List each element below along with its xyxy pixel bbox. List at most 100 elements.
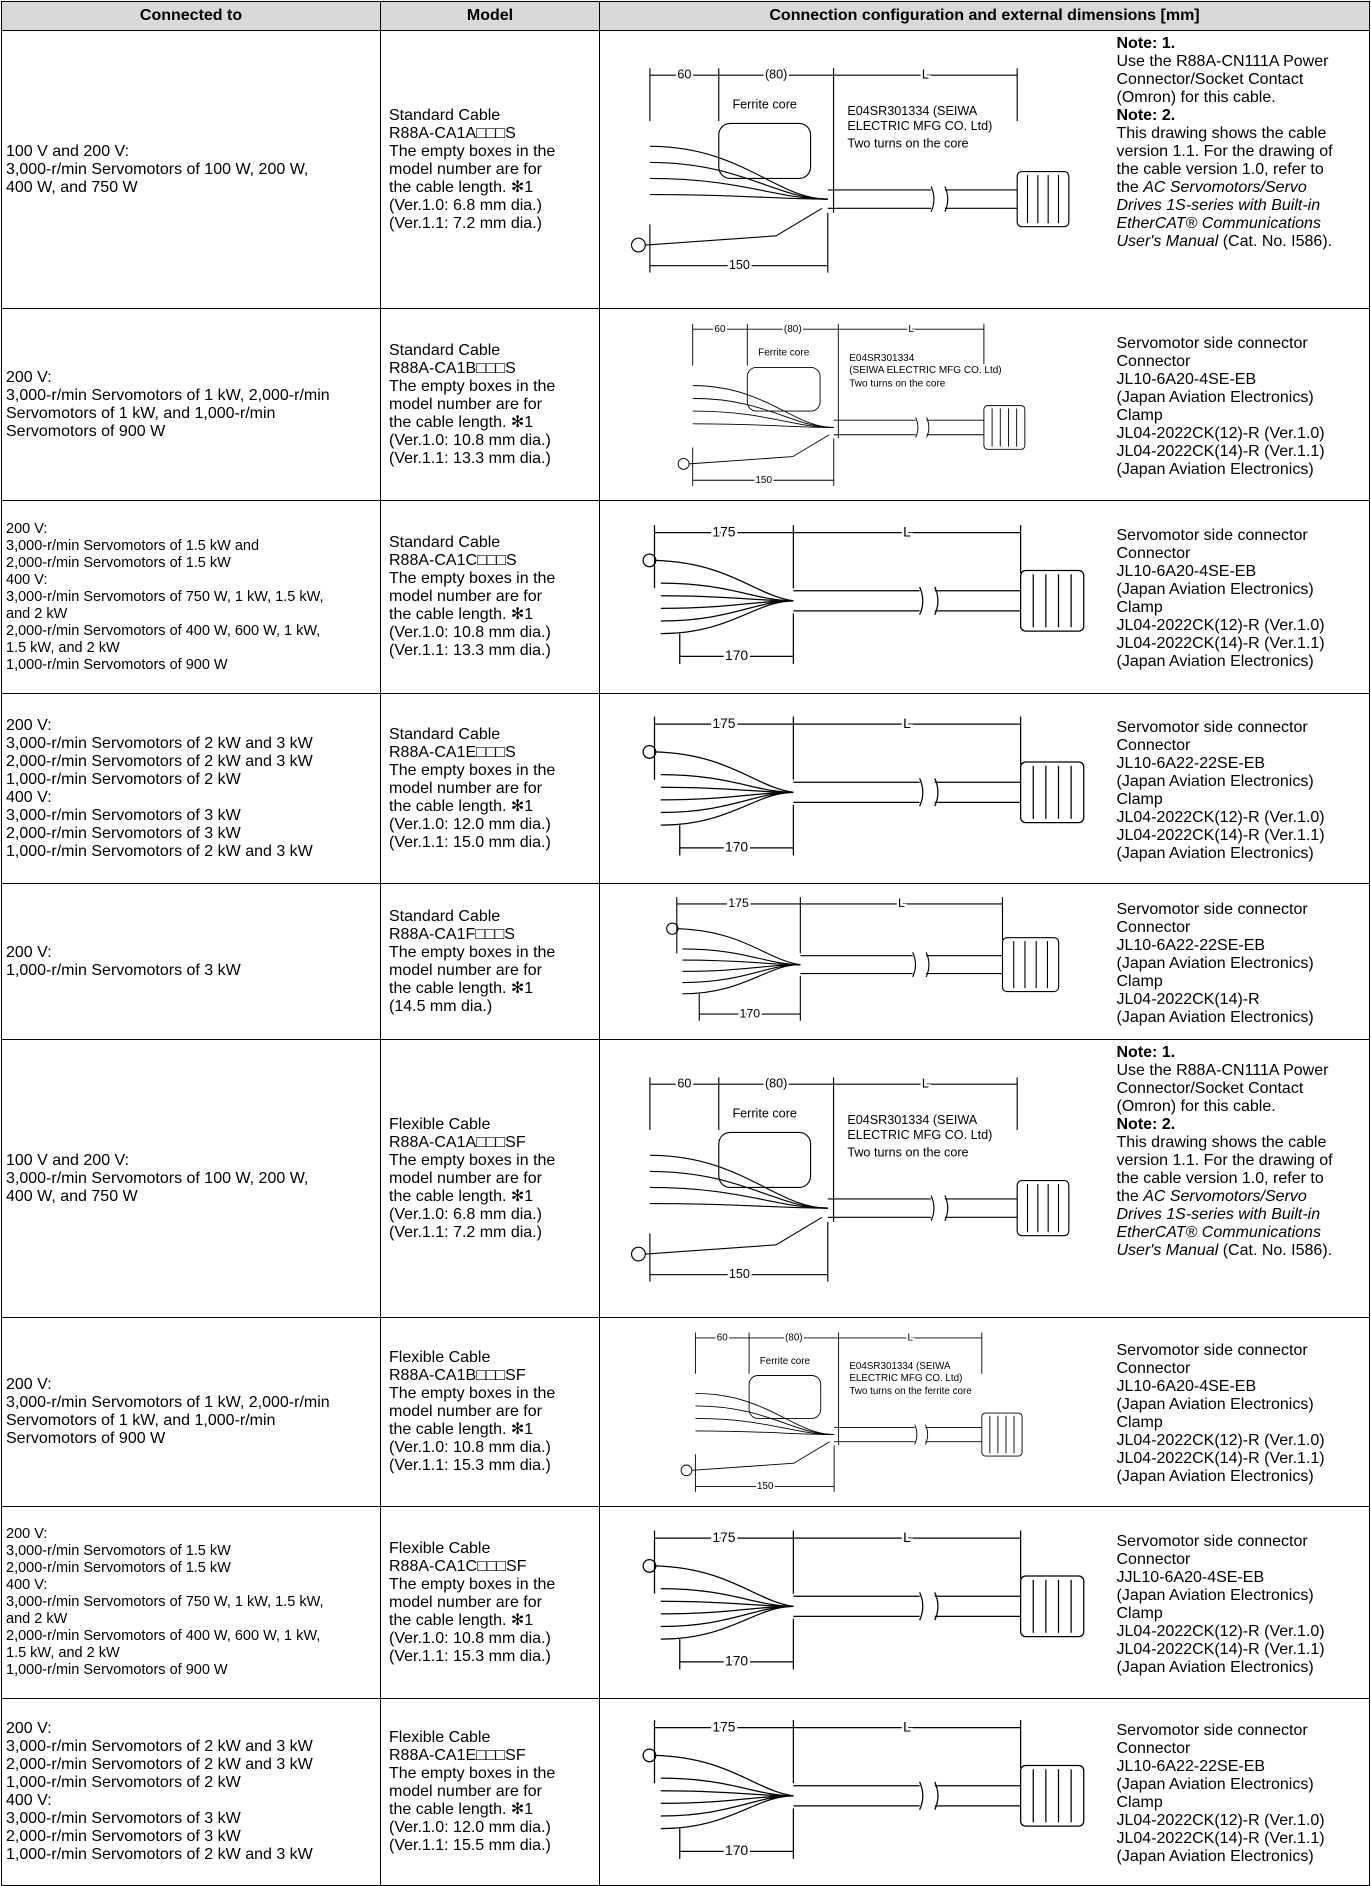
note-text: (Omron) for this cable. [1116, 89, 1276, 106]
model-line: the cable length. ✻1 [389, 797, 534, 815]
cable-diagram: 175 L 170 [642, 521, 1085, 666]
connected-line: 1.5 kW, and 2 kW [6, 1645, 120, 1661]
model-line: R88A-CA1C□□□S [389, 552, 517, 569]
note-line: JL04-2022CK(12)-R (Ver.1.0) [1117, 809, 1366, 827]
note-line: (Omron) for this cable. [1117, 1098, 1366, 1116]
notes-cell: Servomotor side connector Connector JL10-6… [1112, 1698, 1371, 1886]
diagram-label: 150 [755, 475, 772, 486]
notes-cell: Servomotor side connector Connector JL10-6… [1112, 500, 1371, 694]
diagram-label: 175 [712, 715, 735, 731]
model-line: the cable length. ✻1 [389, 979, 534, 997]
wire [677, 928, 801, 966]
ferrite-core [717, 122, 811, 180]
note-line: (Japan Aviation Electronics) [1117, 1468, 1366, 1486]
note-text: Connector/Socket Contact [1116, 1080, 1304, 1097]
diagram-label: 175 [712, 1718, 735, 1734]
note-line: Servomotor side connector [1117, 1533, 1366, 1551]
note-line: Clamp [1117, 973, 1366, 991]
note-text: Servomotor side connector [1116, 334, 1308, 352]
connected-line: 400 V: [6, 1792, 52, 1809]
note-text: Connector [1116, 1740, 1191, 1757]
notes-cell: Servomotor side connector Connector JL10-6… [1112, 693, 1371, 884]
notes-cell: Note: 1. Use the R88A-CN111A Power Connect… [1112, 1039, 1371, 1318]
diagram-label: 150 [757, 1481, 774, 1492]
note-line: Note: 2. [1117, 107, 1366, 125]
connected-line: Servomotors of 900 W [6, 422, 166, 440]
note-line: Servomotor side connector [1117, 719, 1366, 737]
cable-diagram: 175 L 170 [665, 894, 1059, 1023]
note-line: JL10-6A22-22SE-EB [1117, 1758, 1366, 1776]
note-text: (Japan Aviation Electronics) [1116, 1396, 1314, 1413]
note-line: JL10-6A20-4SE-EB [1117, 1378, 1366, 1396]
connected-line: 200 V: [6, 1376, 52, 1393]
note-text: (Japan Aviation Electronics) [1116, 388, 1314, 406]
diagram-label: (80) [765, 68, 787, 82]
connected-line: 3,000-r/min Servomotors of 1.5 kW and [6, 537, 260, 554]
wire [655, 1754, 794, 1797]
connector [1016, 171, 1070, 228]
note-text: version 1.1. For the drawing of [1116, 143, 1333, 160]
model-line: The empty boxes in the [389, 1385, 556, 1402]
table-row: 200 V: 3,000-r/min Servomotors of 2 kW an… [1, 693, 1371, 884]
note-text: (Japan Aviation Electronics) [1116, 460, 1314, 478]
model-line: (Ver.1.0: 10.8 mm dia.) [389, 624, 551, 641]
diagram-label: 170 [725, 1653, 748, 1669]
connected-line: 200 V: [6, 368, 52, 386]
cable-diagram: 60 (80) L Ferrite core E04SR301334 (SEIWAELE… [680, 1331, 1023, 1494]
model-line: (Ver.1.0: 10.8 mm dia.) [389, 1629, 551, 1647]
wire [655, 751, 794, 793]
note-line: Connector/Socket Contact [1117, 71, 1366, 89]
note-line: Drives 1S-series with Built-in [1117, 1206, 1366, 1224]
diagram-label: 170 [725, 839, 748, 855]
connector [1019, 1575, 1085, 1638]
model-line: model number are for [389, 1593, 542, 1611]
model-line: Standard Cable [389, 907, 501, 925]
diagram-cell: 175 L 170 [599, 693, 1113, 884]
model-line: model number are for [389, 588, 542, 605]
model-line: The empty boxes in the [389, 377, 556, 395]
connected-line: 3,000-r/min Servomotors of 2 kW and 3 kW [6, 734, 313, 752]
model-line: (Ver.1.1: 7.2 mm dia.) [389, 1223, 542, 1241]
diagram-label: E04SR301334 (SEIWA [847, 104, 977, 118]
note-line: JL04-2022CK(14)-R (Ver.1.1) [1117, 635, 1366, 653]
note-line: (Japan Aviation Electronics) [1117, 1776, 1366, 1794]
connected-line: 3,000-r/min Servomotors of 750 W, 1 kW, … [6, 588, 324, 605]
diagram-label: L [922, 68, 929, 82]
wire [692, 410, 834, 428]
connected-to-cell: 200 V: 1,000-r/min Servomotors of 3 kW [1, 883, 381, 1040]
note-text: the [1116, 179, 1144, 196]
wire [649, 177, 828, 200]
diagram-label: Two turns on the ferrite core [849, 1386, 972, 1397]
model-line: R88A-CA1B□□□SF [389, 1367, 526, 1384]
wire [649, 1202, 828, 1209]
connected-line: 2,000-r/min Servomotors of 2 kW and 3 kW [6, 1756, 313, 1773]
table-row: 100 V and 200 V: 3,000-r/min Servomotors … [1, 30, 1371, 309]
note-text: JL04-2022CK(12)-R (Ver.1.0) [1116, 808, 1325, 826]
model-line: model number are for [389, 395, 542, 413]
wire [660, 1790, 794, 1797]
diagram-cell: 60 (80) L Ferrite core E04SR301334 (SEIWA ELE… [599, 1039, 1113, 1318]
diagram-label: Ferrite core [760, 1356, 811, 1367]
ferrite-core [748, 1375, 821, 1419]
note-line: Servomotor side connector [1117, 527, 1366, 545]
model-line: Flexible Cable [389, 1729, 491, 1746]
model-line: (Ver.1.0: 6.8 mm dia.) [389, 196, 542, 214]
note-line: User's Manual (Cat. No. I586). [1117, 1242, 1366, 1260]
connected-line: and 2 kW [6, 605, 68, 622]
model-line: Standard Cable [389, 106, 501, 124]
ferrite-core [746, 366, 821, 412]
diagram-label: 60 [714, 324, 726, 335]
manual-title: User's Manual [1116, 233, 1219, 250]
wire [695, 1392, 834, 1436]
diagram-label: L [903, 1718, 911, 1734]
connected-line: 1,000-r/min Servomotors of 2 kW and 3 kW [6, 842, 313, 860]
diagram-label: (80) [765, 1077, 787, 1091]
model-line: the cable length. ✻1 [389, 1611, 534, 1629]
note-text: Clamp [1116, 599, 1163, 616]
model-line: model number are for [389, 1403, 542, 1420]
cable-diagram: 60 (80) L Ferrite core E04SR301334 (SEIWAELE… [630, 65, 1070, 274]
connected-line: 3,000-r/min Servomotors of 100 W, 200 W, [6, 1169, 309, 1187]
model-cell: Standard Cable R88A-CA1F□□□S The empty box… [380, 883, 600, 1040]
model-line: (14.5 mm dia.) [389, 997, 493, 1015]
note-line: JL04-2022CK(12)-R (Ver.1.0) [1117, 1432, 1366, 1450]
